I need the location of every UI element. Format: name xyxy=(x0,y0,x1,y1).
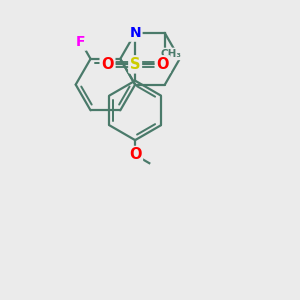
Text: O: O xyxy=(129,148,141,163)
Text: O: O xyxy=(101,57,114,72)
Text: F: F xyxy=(76,35,86,49)
Text: N: N xyxy=(129,26,141,40)
Text: CH₃: CH₃ xyxy=(160,49,181,59)
Text: S: S xyxy=(130,57,140,72)
Text: O: O xyxy=(157,57,169,72)
